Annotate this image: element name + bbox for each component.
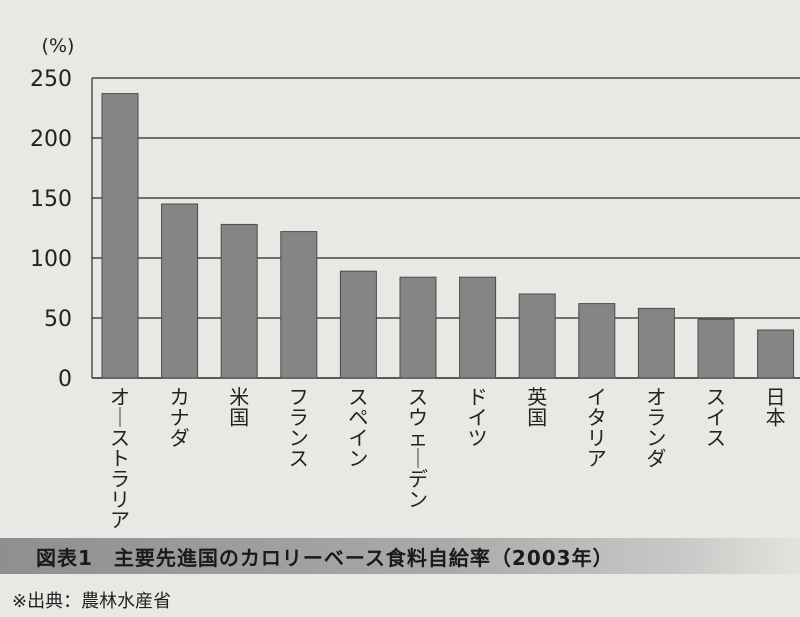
x-tick-label: フランス <box>289 385 309 471</box>
figure-caption: 図表1 主要先進国のカロリーベース食料自給率（2003年） <box>36 546 614 570</box>
x-tick-label: オ｜ストラリア <box>110 385 130 532</box>
bar <box>757 329 795 379</box>
bar <box>637 307 675 379</box>
y-tick-label: 100 <box>30 247 72 272</box>
x-tick-label: スペイン <box>348 385 368 471</box>
y-tick-label: 0 <box>58 367 72 392</box>
x-tick-label: 英国 <box>527 385 547 430</box>
source-note: ※出典：農林水産省 <box>12 591 172 612</box>
bar <box>339 270 377 379</box>
bar <box>280 231 318 379</box>
bar <box>518 293 556 379</box>
bar <box>220 223 258 379</box>
bar <box>697 318 735 379</box>
caption-bar <box>0 538 800 574</box>
y-tick-label: 150 <box>30 187 72 212</box>
bar <box>459 276 497 379</box>
bar <box>399 276 437 379</box>
y-unit-label: (%) <box>42 35 75 57</box>
y-tick-label: 50 <box>44 307 72 332</box>
bar <box>578 303 616 379</box>
bar-chart: 0 50 100 150 200 250 (%) オ｜ストラリア カナダ 米国 フランス スペイン スウ… <box>30 35 800 532</box>
x-tick-label: スウェ｜デン <box>408 385 428 512</box>
y-tick-label: 250 <box>30 67 72 92</box>
y-tick-label: 200 <box>30 127 72 152</box>
x-tick-label: イタリア <box>587 385 607 471</box>
x-tick-label: 米国 <box>229 385 249 430</box>
bar <box>161 203 199 379</box>
x-tick-label: ドイツ <box>468 385 488 450</box>
x-tick-label: 日本 <box>766 385 786 430</box>
x-tick-label: スイス <box>706 385 726 450</box>
x-tick-label: カナダ <box>170 385 190 450</box>
bar <box>101 93 139 379</box>
x-tick-label: オランダ <box>646 385 666 471</box>
